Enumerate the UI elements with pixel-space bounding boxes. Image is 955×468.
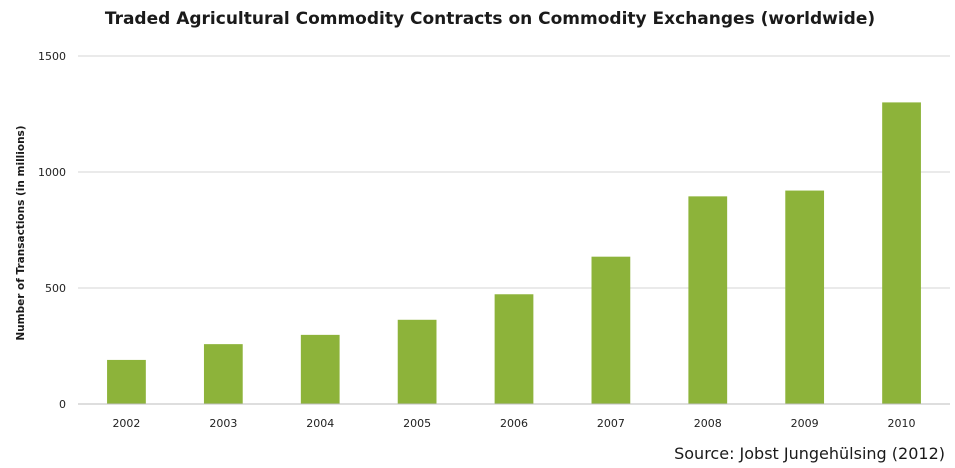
x-tick-label: 2008 [694, 417, 722, 430]
y-tick-label: 0 [59, 398, 66, 411]
x-tick-label: 2010 [888, 417, 916, 430]
x-axis-ticks: 2002 2003 2004 2005 2006 2007 2008 2009 2010 [112, 417, 915, 430]
x-tick-label: 2009 [791, 417, 819, 430]
x-tick-label: 2002 [112, 417, 140, 430]
x-tick-label: 2004 [306, 417, 334, 430]
x-tick-label: 2007 [597, 417, 625, 430]
y-axis-title: Number of Transactions (in millions) [15, 125, 27, 340]
y-tick-label: 1000 [38, 166, 66, 179]
bar-2008 [688, 196, 728, 404]
y-tick-label: 1500 [38, 50, 66, 63]
chart-title: Traded Agricultural Commodity Contracts … [105, 9, 875, 29]
bar-2002 [107, 359, 146, 404]
bar-2007 [591, 256, 631, 404]
x-tick-label: 2005 [403, 417, 431, 430]
bar-2006 [494, 294, 534, 404]
bar-2004 [300, 334, 340, 404]
x-tick-label: 2006 [500, 417, 528, 430]
y-axis-ticks: 0 500 1000 1500 [38, 50, 66, 411]
bars [107, 102, 921, 405]
bar-2005 [397, 319, 437, 404]
bar-2009 [785, 190, 825, 404]
bar-2003 [203, 344, 243, 404]
source-note: Source: Jobst Jungehülsing (2012) [674, 444, 945, 463]
bar-2010 [882, 102, 921, 405]
x-tick-label: 2003 [209, 417, 237, 430]
y-tick-label: 500 [45, 282, 66, 295]
